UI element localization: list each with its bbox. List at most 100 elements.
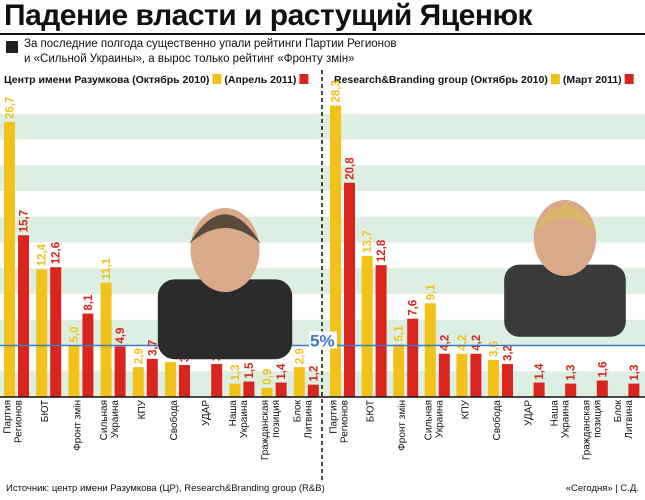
bar-series-1 — [165, 361, 176, 397]
bar-series-2 — [146, 358, 158, 397]
category-label: НашаУкраина — [228, 400, 250, 439]
bar-series-2 — [438, 353, 450, 397]
data-label: 4,2 — [471, 335, 483, 351]
data-label: 28,3 — [331, 80, 343, 102]
data-label: 11,1 — [101, 257, 113, 279]
category-label-line: позиция — [271, 400, 282, 438]
category-label-line: Партия — [329, 400, 340, 434]
grid-stripe — [0, 216, 322, 243]
bar-series-1 — [4, 121, 15, 398]
data-label: 4,2 — [457, 335, 469, 351]
bar-series-2 — [114, 346, 126, 397]
category-label: Фронт змін — [72, 400, 83, 451]
data-label: 1,2 — [308, 366, 320, 382]
category-label: ПартияРегионов — [3, 400, 25, 443]
legend-label-series-1: Research&Branding group (Октябрь 2010) — [334, 74, 548, 86]
bar-series-2 — [596, 380, 608, 397]
category-label: БлокЛитвина — [292, 399, 314, 438]
subtitle-line-1: За последние полгода существенно упали р… — [24, 38, 397, 50]
data-label: 1,3 — [629, 365, 641, 381]
portrait-left — [157, 208, 293, 360]
category-label-line: Гражданская — [581, 400, 592, 460]
legend-label-series-2: (Апрель 2011) — [224, 74, 296, 86]
bar-series-2 — [18, 235, 29, 397]
bar-series-1 — [68, 345, 80, 397]
legend-label-series-2: (Март 2011) — [563, 74, 622, 86]
data-label: 2,9 — [294, 348, 306, 364]
data-label: 1,5 — [244, 362, 256, 379]
data-label: 12,4 — [37, 243, 49, 266]
portrait-right — [504, 200, 626, 337]
threshold-label-bg — [309, 331, 337, 349]
threshold-label: 5% — [310, 332, 335, 351]
bar-series-2 — [50, 267, 62, 397]
bar-series-2 — [470, 353, 482, 397]
data-label: 0,9 — [262, 369, 274, 385]
bar-series-2 — [375, 265, 387, 397]
bar-series-1 — [100, 282, 112, 397]
data-label: 4,2 — [439, 335, 451, 351]
data-label: 3,6 — [489, 341, 501, 357]
data-label: 7,6 — [408, 300, 420, 316]
data-label: 5,0 — [69, 327, 81, 343]
bar-series-1 — [132, 367, 144, 397]
category-label: БЮТ — [366, 400, 377, 422]
grid-stripe — [0, 165, 322, 191]
data-label: 12,6 — [51, 242, 63, 264]
data-label: 3,2 — [503, 345, 515, 361]
bar-series-1 — [36, 269, 48, 397]
legend-swatch-series-2 — [299, 74, 309, 84]
category-label-line: Наша — [228, 400, 239, 427]
bar-series-2 — [407, 318, 419, 397]
portrait-body — [157, 279, 293, 360]
title-rule — [0, 33, 645, 35]
category-label: Гражданскаяпозиция — [260, 400, 282, 460]
category-label: БЮТ — [40, 400, 51, 422]
data-label: 1,4 — [534, 363, 546, 380]
category-label: УДАР — [524, 400, 535, 426]
data-label: 3,7 — [147, 340, 159, 356]
category-label-line: Блок — [613, 399, 624, 422]
category-label-line: Гражданская — [260, 400, 271, 460]
category-label: СильнаяУкраина — [99, 400, 121, 441]
bar-series-1 — [424, 303, 436, 397]
category-label-line: Регионов — [14, 400, 25, 443]
data-label: 5,1 — [394, 325, 406, 342]
bar-series-1 — [293, 367, 305, 397]
bar-series-1 — [488, 359, 499, 397]
grid-stripe — [322, 113, 645, 140]
data-label: 1,3 — [230, 365, 242, 381]
bar-series-1 — [229, 383, 241, 397]
bar-series-2 — [275, 382, 287, 397]
data-label: 13,7 — [362, 230, 374, 252]
grid-stripe — [0, 113, 322, 140]
bar-series-1 — [393, 344, 405, 397]
category-label: Гражданскаяпозиция — [581, 400, 603, 460]
bar-series-2 — [82, 313, 94, 397]
data-label: 2,9 — [133, 348, 145, 364]
chart-title: Падение власти и растущий Яценюк — [4, 0, 533, 32]
data-label: 9,1 — [425, 284, 437, 301]
bar-series-1 — [330, 105, 341, 397]
portrait-hair — [532, 205, 598, 233]
bar-series-1 — [361, 255, 373, 397]
category-label: Фронт змін — [397, 400, 408, 451]
bar-series-2 — [307, 384, 319, 397]
legend-swatch-series-1 — [550, 74, 560, 84]
square-bullet-icon — [6, 41, 18, 53]
bar-series-2 — [179, 365, 190, 397]
legend-swatch-series-2 — [624, 74, 634, 84]
category-label-line: Украина — [110, 400, 121, 439]
bar-series-2 — [502, 364, 513, 397]
grid-stripe — [322, 165, 645, 191]
category-label-line: Украина — [561, 400, 572, 439]
data-label: 1,3 — [566, 365, 578, 381]
category-label: КПУ — [460, 399, 471, 419]
bar-series-2 — [565, 383, 577, 397]
category-label: УДАР — [201, 400, 212, 426]
data-label: 26,7 — [5, 97, 17, 119]
category-label-line: Регионов — [340, 400, 351, 443]
bar-series-2 — [628, 383, 640, 397]
portrait-hair — [189, 214, 261, 244]
